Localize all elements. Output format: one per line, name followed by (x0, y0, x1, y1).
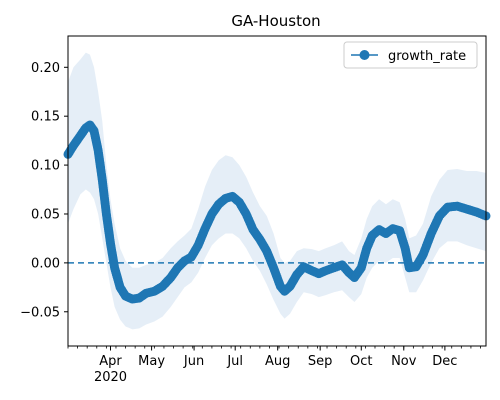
x-year-label: 2020 (94, 370, 127, 385)
y-tick-label: 0.10 (31, 159, 60, 174)
legend: growth_rate (343, 41, 478, 69)
legend-marker-swatch (359, 50, 370, 60)
x-tick-label: May (138, 354, 165, 369)
y-tick-label: 0.15 (31, 110, 60, 125)
legend-box (343, 41, 478, 69)
x-tick-label: Aug (265, 354, 290, 369)
y-tick-label: 0.20 (31, 61, 60, 76)
y-tick-label: −0.05 (20, 305, 60, 320)
plot-frame (67, 35, 487, 347)
y-tick-label: 0.05 (31, 207, 60, 222)
legend-label-growth-rate: growth_rate (388, 49, 466, 64)
x-tick-label: Dec (432, 354, 457, 369)
confidence-band (68, 52, 486, 330)
x-tick-label: Jun (183, 354, 204, 369)
chart-title: GA-Houston (231, 12, 320, 30)
x-tick-label: Sep (308, 354, 333, 369)
x-tick-label: Jul (226, 354, 243, 369)
x-tick-label: Nov (391, 354, 417, 369)
x-tick-label: Oct (350, 354, 372, 369)
plot-area (63, 52, 491, 330)
x-tick-label: Apr (99, 354, 122, 369)
growth-rate-markers (63, 120, 491, 304)
y-tick-label: 0.00 (31, 256, 60, 271)
